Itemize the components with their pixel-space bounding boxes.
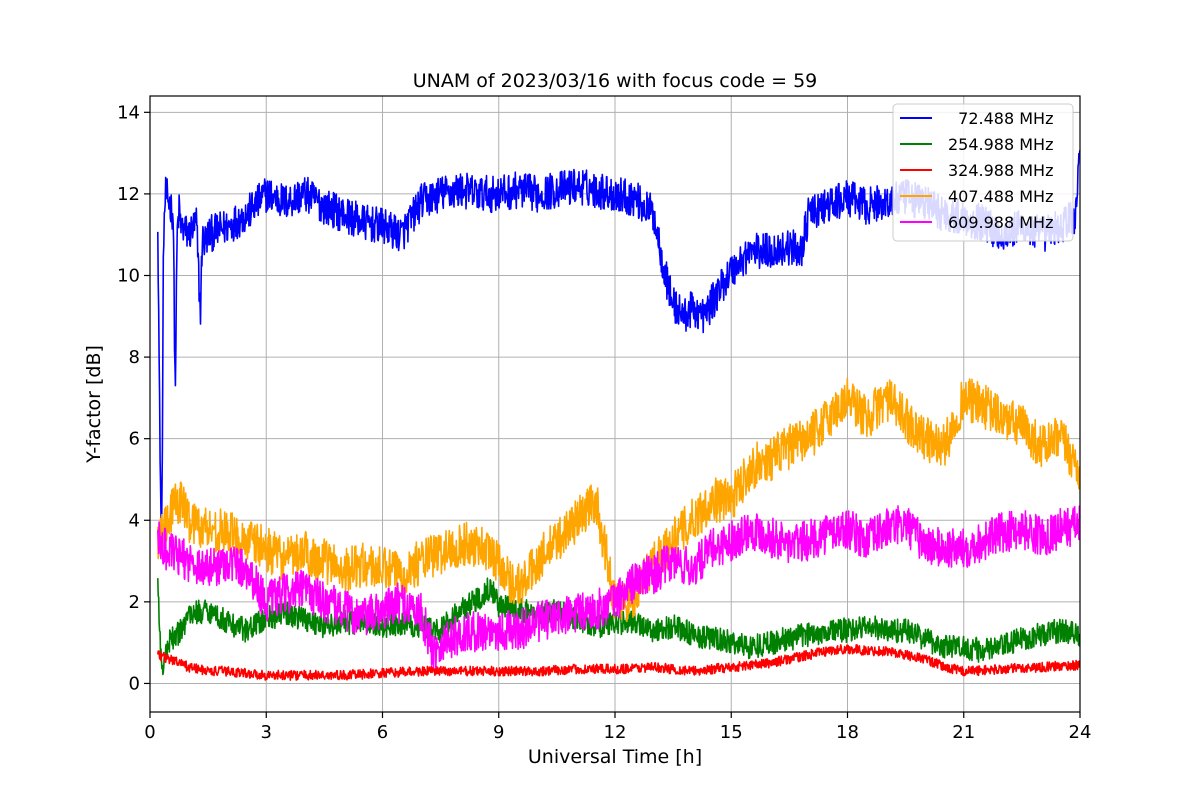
legend-label: 609.988 MHz — [948, 213, 1053, 232]
legend-label: 254.988 MHz — [948, 135, 1053, 154]
x-tick-label: 15 — [720, 722, 743, 743]
x-tick-label: 3 — [261, 722, 272, 743]
series-line — [157, 577, 1081, 676]
legend-label: 324.988 MHz — [948, 161, 1053, 180]
x-tick-label: 21 — [952, 722, 975, 743]
y-tick-label: 14 — [117, 102, 140, 123]
x-tick-label: 24 — [1069, 722, 1092, 743]
x-tick-label: 6 — [377, 722, 388, 743]
x-tick-label: 18 — [836, 722, 859, 743]
y-tick-label: 8 — [129, 347, 140, 368]
y-tick-label: 4 — [129, 510, 140, 531]
y-tick-label: 2 — [129, 592, 140, 613]
chart-title: UNAM of 2023/03/16 with focus code = 59 — [413, 70, 818, 92]
y-tick-label: 12 — [117, 184, 140, 205]
legend-box — [892, 103, 1074, 242]
series-line — [157, 505, 1081, 669]
y-tick-label: 0 — [129, 673, 140, 694]
x-axis-label: Universal Time [h] — [528, 746, 702, 768]
series-lines — [157, 150, 1081, 681]
legend: 72.488 MHz 254.988 MHz 324.988 MHz 407.488 … — [892, 103, 1074, 242]
legend-label: 407.488 MHz — [948, 187, 1053, 206]
y-tick-label: 10 — [117, 265, 140, 286]
y-tick-label: 6 — [129, 429, 140, 450]
x-tick-label: 12 — [604, 722, 627, 743]
series-line — [157, 644, 1081, 681]
x-tick-label: 9 — [493, 722, 504, 743]
y-axis-label: Y-factor [dB] — [83, 345, 105, 464]
legend-label: 72.488 MHz — [948, 109, 1053, 128]
x-tick-label: 0 — [144, 722, 155, 743]
